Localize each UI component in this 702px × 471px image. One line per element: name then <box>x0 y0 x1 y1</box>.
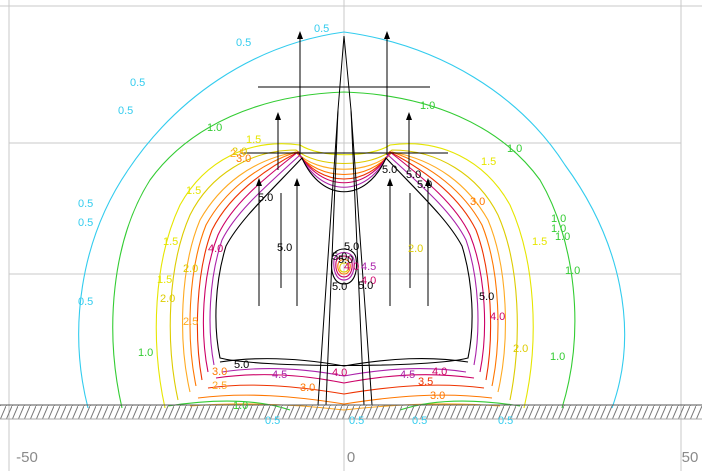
contour-label: 5.0 <box>479 291 494 303</box>
contour-label: 3.0 <box>430 390 445 402</box>
contour-line-4-0 <box>215 374 475 384</box>
contour-label: 0.5 <box>349 415 364 427</box>
x-tick-label: -50 <box>16 449 38 466</box>
contour-label: 1.0 <box>550 351 565 363</box>
contour-label: 5.0 <box>338 254 353 266</box>
contour-label: 5.0 <box>417 179 432 191</box>
contour-label: 0.5 <box>314 23 329 35</box>
contour-label: 1.5 <box>532 236 547 248</box>
contour-label: 5.0 <box>332 281 347 293</box>
contour-label: 4.0 <box>332 367 347 379</box>
contour-label: 5.0 <box>332 251 347 263</box>
needle-arrowheads <box>256 31 431 186</box>
contour-line-5-0 <box>219 357 469 367</box>
contour-line-4-5 <box>209 154 479 366</box>
contour-line-3-0 <box>197 394 493 405</box>
contour-label: 0.5 <box>78 217 93 229</box>
contour-line-4-5 <box>221 367 467 377</box>
contour-label: 4.5 <box>400 369 415 381</box>
contour-label: 3.0 <box>300 382 315 394</box>
contour-label: 1.5 <box>186 185 201 197</box>
contour-label: 0.5 <box>78 296 93 308</box>
contour-label: 2.0 <box>408 243 423 255</box>
contour-label: 3.0 <box>470 196 485 208</box>
contour-line-3-5 <box>207 384 485 395</box>
x-axis: -50 0 50 <box>16 449 698 466</box>
contour-label: 0.5 <box>265 415 280 427</box>
contour-label: 5.0 <box>406 169 421 181</box>
contour-label: 2.5 <box>212 380 227 392</box>
contour-label: 4.5 <box>272 369 287 381</box>
contour-label: 2.5 <box>230 148 245 160</box>
x-tick-label: 50 <box>682 449 699 466</box>
contour-label: 0.5 <box>236 37 251 49</box>
contour-label: 1.0 <box>233 400 248 412</box>
contour-label: 5.0 <box>382 164 397 176</box>
contour-label: 4.0 <box>490 311 505 323</box>
contour-line-4-0 <box>335 255 353 278</box>
contour-label: 4.0 <box>361 275 376 287</box>
contour-label: 0.5 <box>118 105 133 117</box>
contour-label: 1.0 <box>507 143 522 155</box>
contour-label: 1.5 <box>163 236 178 248</box>
contour-label: 1.0 <box>551 223 566 235</box>
contour-line-5-0 <box>215 157 473 367</box>
contour-label: 1.0 <box>138 347 153 359</box>
contour-label: 2.5 <box>183 316 198 328</box>
contour-label: 4.0 <box>432 366 447 378</box>
contour-line-3-0 <box>337 258 351 275</box>
contour-label: 2.0 <box>160 293 175 305</box>
contour-label: 1.0 <box>565 265 580 277</box>
contour-label: 0.5 <box>78 198 93 210</box>
contour-label: 1.5 <box>481 156 496 168</box>
contour-line-2-0 <box>339 262 349 273</box>
contour-label: 2.0 <box>513 343 528 355</box>
contour-label: 2.0 <box>183 263 198 275</box>
contour-line-0-5 <box>78 31 626 409</box>
contour-label: 4.5 <box>361 261 376 273</box>
contour-label: 5.0 <box>277 242 292 254</box>
contour-line-3-5 <box>196 151 492 381</box>
contour-label: 3.0 <box>236 153 251 165</box>
contour-line-3-0 <box>189 151 499 387</box>
contour-line-1-0 <box>112 91 576 409</box>
contour-label: 1.0 <box>551 213 566 225</box>
contour-label: 0.5 <box>498 415 513 427</box>
contour-label: 5.0 <box>358 280 373 292</box>
contour-label: 5.0 <box>234 359 249 371</box>
ground-hatch <box>0 404 702 420</box>
contour-label: 3.0 <box>212 366 227 378</box>
contour-label: 1.0 <box>420 100 435 112</box>
grid-lines <box>9 0 681 471</box>
contour-lines <box>78 31 626 411</box>
contour-label: 1.0 <box>207 122 222 134</box>
contour-labels: 0.50.50.50.50.50.50.50.5 0.50.5 0.51.01.01… <box>78 23 580 427</box>
contour-line-2-5 <box>182 151 506 393</box>
x-tick-label: 0 <box>347 449 355 466</box>
contour-label: 1.5 <box>246 134 261 146</box>
contour-line-5-0 <box>330 248 358 285</box>
contour-label: 0.5 <box>412 415 427 427</box>
contour-label: 5.0 <box>258 192 273 204</box>
contour-label: 0.5 <box>130 77 145 89</box>
contour-label: 1.0 <box>555 231 570 243</box>
needle-markers <box>240 35 448 406</box>
contour-line-4-0 <box>202 151 486 373</box>
contour-line-2-0 <box>169 149 518 401</box>
contour-line-4-5 <box>333 251 355 281</box>
contour-label: 3.5 <box>418 376 433 388</box>
contour-label: 1.5 <box>157 274 172 286</box>
contour-label: 4.0 <box>344 261 359 273</box>
contour-label: 5.0 <box>344 241 359 253</box>
contour-label: 2.0 <box>232 146 247 158</box>
contour-line-1-5 <box>155 143 534 409</box>
contour-label: 4.0 <box>208 243 223 255</box>
